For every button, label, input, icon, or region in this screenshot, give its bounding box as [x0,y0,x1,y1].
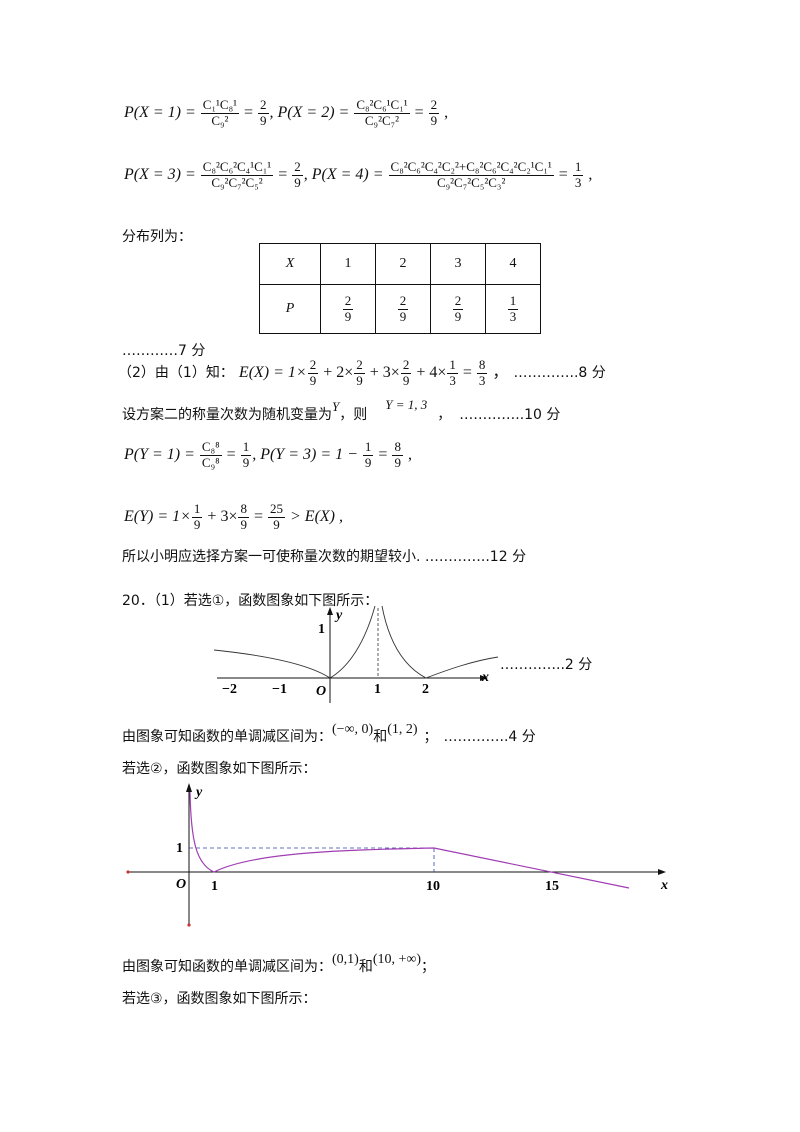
y-axis-arrow-icon [186,783,192,792]
axis-endpoint [187,923,191,927]
y-axis-arrow-icon [327,607,333,615]
tick-label: O [316,684,326,699]
function-curve [189,791,630,889]
graph-option-2: O 1 10 15 1 x y [126,783,668,927]
tick-label: 2 [422,682,429,697]
tick-label: 1 [374,682,381,697]
y-axis-label: y [194,785,203,800]
plan-two-line: 设方案二的称量次数为随机变量为Y，则Y = 1, 3， …………..10 分 [122,397,561,423]
x-axis-label: x [660,878,668,893]
y-axis-label: y [334,608,343,623]
y-tick-label: 1 [318,622,325,637]
decreasing-interval-1: 由图象可知函数的单调减区间为：(−∞, 0)和(1, 2)； …………..4 分 [122,722,536,745]
x-axis-label: x [481,670,489,685]
table-row: X 1 2 3 4 [259,243,541,285]
graph-option-1: −2 −1 O 1 2 1 x y [213,605,499,703]
axis-endpoint [126,870,130,874]
tick-label: −2 [222,682,237,697]
table-cell: 1 [320,243,376,285]
table-cell: 3 [430,243,486,285]
function-curve [381,605,499,679]
tick-label: 1 [211,879,218,894]
x-axis-arrow-icon [658,869,666,875]
tick-label: 10 [426,879,440,894]
x-axis-arrow-icon [480,675,488,681]
decreasing-interval-2: 由图象可知函数的单调减区间为：(0,1)和(10, +∞)； [122,952,436,975]
score-mark-7: …………7 分 [122,343,206,359]
equation-ey: E(Y) = 1× 1 9 + 3× 8 9 = 25 9 > E(X) , [124,501,343,532]
tick-label: 15 [545,879,559,894]
option-3-heading: 若选③，函数图象如下图所示： [122,991,317,1007]
distribution-label: 分布列为： [122,229,192,245]
y-tick-label: 1 [176,841,183,856]
score-mark-2: …………..2 分 [500,657,593,673]
expectation-x-line: （2）由（1）知： E(X) = 1× 2 9 + 2× 2 9 + 3× 2 9 + 4×… [118,357,606,388]
option-2-heading: 若选②，函数图象如下图所示： [122,761,317,777]
table-cell: 4 [485,243,541,285]
tick-label: −1 [272,682,287,697]
table-cell: P [259,284,321,334]
function-curve [213,605,376,679]
tick-label: O [176,877,186,892]
question-20-heading: 20．（1）若选①，函数图象如下图所示： [122,593,379,609]
table-cell: X [259,243,321,285]
table-cell: 2 [375,243,431,285]
conclusion-line: 所以小明应选择方案一可使称量次数的期望较小. …………..12 分 [122,549,527,565]
